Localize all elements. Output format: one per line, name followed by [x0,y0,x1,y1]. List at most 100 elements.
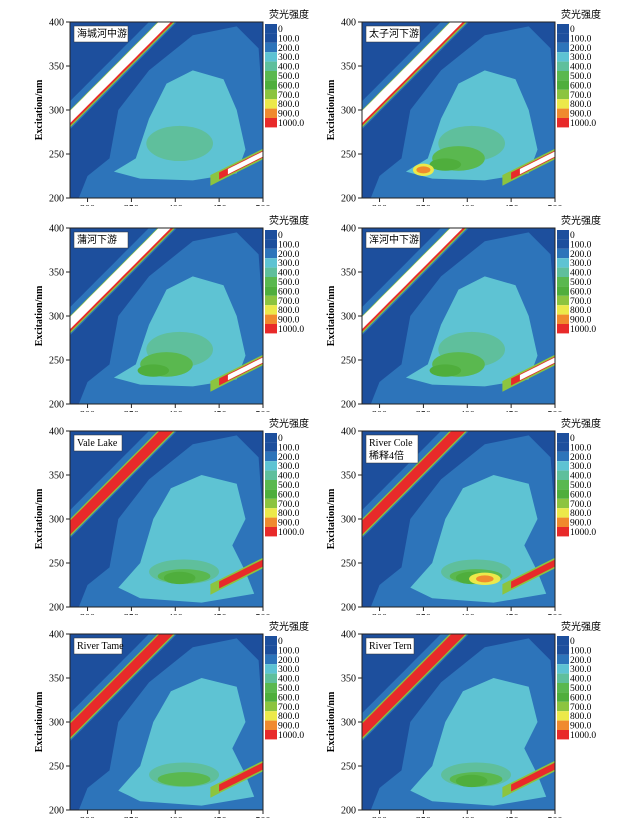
legend-label: 100.0 [278,34,300,44]
scatter-band-edge [70,22,176,128]
panel-title: 海城河中游 [77,27,127,40]
legend-swatch [557,71,569,81]
legend-swatch [557,42,569,53]
legend-label: 600.0 [278,693,300,703]
legend-swatch [265,498,277,509]
legend-label: 500.0 [570,481,592,491]
y-axis-label: Excitation/nm [34,79,45,140]
y-tick-label: 250 [341,150,356,161]
y-tick-label: 250 [49,150,64,161]
legend-swatch [265,286,277,296]
legend-label: 400.0 [278,269,300,279]
x-tick-label: 400 [460,816,475,818]
contour-level-400 [146,125,213,162]
contour-layers [362,22,555,198]
legend-label: 100.0 [570,240,592,250]
y-axis-label: Excitation/nm [326,691,337,752]
legend-label: 1000.0 [278,325,304,335]
second-order-red [219,559,263,589]
legend-swatch [265,470,277,480]
legend-label: 800.0 [278,100,300,110]
legend-label: 600.0 [278,81,300,91]
legend-swatch [557,52,569,62]
scatter-band-red [362,431,466,535]
legend-label: 800.0 [570,306,592,316]
legend-swatch [265,314,277,324]
contour-level-600 [429,158,462,171]
legend-swatch [265,664,277,674]
eem-panel-4: 300350400450500200250300350400Emission/n… [292,206,608,433]
legend-label: 1000.0 [278,119,304,129]
scatter-band-white [70,22,171,124]
y-tick-label: 400 [341,224,356,235]
legend-label: 900.0 [570,316,592,326]
legend-swatch [265,683,277,693]
legend-label: 500.0 [570,72,592,82]
legend-label: 700.0 [278,91,300,101]
legend-label: 400.0 [570,269,592,279]
contour-level-600 [137,364,170,377]
legend-label: 300.0 [278,53,300,63]
legend-label: 0 [570,25,575,35]
y-tick-label: 200 [341,806,356,817]
legend-swatch [557,645,569,655]
panel-title-box [365,25,421,43]
x-tick-label: 450 [504,816,519,818]
scatter-halo [362,634,470,742]
panel-title: 太子河下游 [369,27,419,40]
legend-label: 0 [570,231,575,241]
legend-label: 1000.0 [570,119,596,129]
legend-swatch [265,277,277,287]
legend-label: 600.0 [278,490,300,500]
panel-title: Vale Lake [77,438,118,449]
legend-label: 600.0 [570,693,592,703]
legend-swatch [557,118,569,128]
second-order-red [511,762,555,792]
scatter-band-white [70,228,171,330]
y-tick-label: 400 [341,630,356,641]
legend-label: 500.0 [278,72,300,82]
y-tick-label: 400 [49,630,64,641]
scatter-band-edge [70,228,176,334]
y-tick-label: 350 [49,471,64,482]
legend-swatch [265,61,277,71]
legend-title: 荧光强度 [269,417,309,430]
legend-title: 荧光强度 [561,620,601,633]
legend-label: 600.0 [278,287,300,297]
y-tick-label: 300 [49,718,64,729]
legend-label: 200.0 [570,656,592,666]
legend-label: 400.0 [278,63,300,73]
legend-swatch [557,730,569,740]
legend-label: 0 [570,434,575,444]
legend-label: 400.0 [278,472,300,482]
legend-swatch [557,89,569,100]
scatter-band-edge [362,228,468,334]
contour-layers [70,634,263,810]
legend-swatch [265,239,277,249]
panel-svg: 300350400450500200250300350400Emission/n… [34,214,309,433]
legend-swatch [265,461,277,471]
scatter-band-red [362,228,466,332]
scatter-band-red [70,228,174,332]
y-tick-label: 300 [341,106,356,117]
y-axis-label: Excitation/nm [34,691,45,752]
scatter-halo [362,431,470,539]
contour-layers [362,431,555,607]
legend-title: 荧光强度 [561,214,601,227]
legend-swatch [265,258,277,268]
legend-swatch [557,314,569,324]
y-tick-label: 400 [49,224,64,235]
y-tick-label: 250 [341,762,356,773]
eem-panel-5: 300350400450500200250300350400Emission/n… [0,409,316,636]
eem-panel-3: 300350400450500200250300350400Emission/n… [0,206,316,433]
legend-label: 500.0 [278,684,300,694]
legend-swatch [557,461,569,471]
y-tick-label: 350 [49,62,64,73]
scatter-band-edge [70,431,176,537]
panel-subtitle: 稀释4倍 [369,449,404,462]
second-order-white [227,151,263,175]
legend-label: 500.0 [570,278,592,288]
legend-swatch [557,527,569,537]
legend-label: 300.0 [570,665,592,675]
legend-label: 900.0 [570,110,592,120]
